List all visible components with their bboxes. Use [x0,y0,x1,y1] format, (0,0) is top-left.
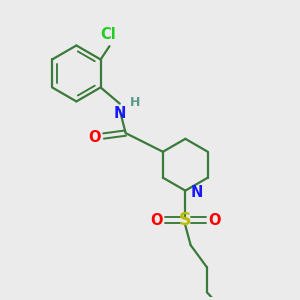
Text: N: N [114,106,126,121]
Text: H: H [130,96,140,109]
Text: Cl: Cl [100,27,116,42]
Text: N: N [190,184,203,200]
Text: O: O [88,130,100,145]
Text: O: O [150,213,162,228]
Text: S: S [179,211,192,229]
Text: O: O [208,213,221,228]
